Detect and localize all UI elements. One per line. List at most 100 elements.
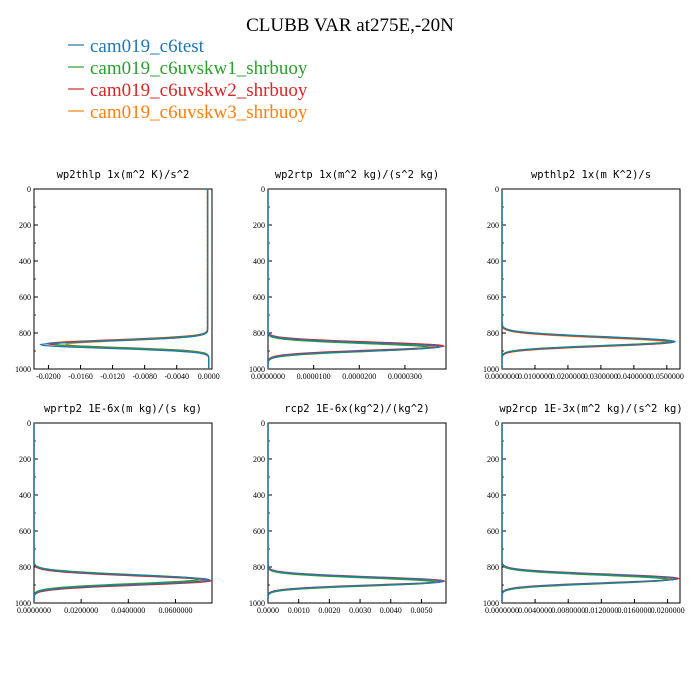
y-tick-label: 800 <box>487 329 499 338</box>
y-tick-label: 0 <box>495 185 499 194</box>
y-tick-label: 600 <box>19 293 31 302</box>
x-tick-label: 0.0300000 <box>584 372 618 381</box>
series-line <box>268 189 443 369</box>
x-tick-label: 0.0600000 <box>158 606 192 615</box>
y-tick-label: 400 <box>19 257 31 266</box>
legend-label: cam019_c6uvskw1_shrbuoy <box>90 58 308 79</box>
y-tick-label: 400 <box>487 257 499 266</box>
y-tick-label: 200 <box>253 221 265 230</box>
x-tick-label: -0.0080 <box>132 372 157 381</box>
y-tick-label: 400 <box>253 257 265 266</box>
x-tick-label: 0.0000 <box>198 372 220 381</box>
series-line <box>268 423 445 603</box>
x-tick-label: 0.0200000 <box>64 606 98 615</box>
legend-entry: cam019_c6test <box>68 36 205 57</box>
series-line <box>268 423 446 603</box>
x-tick-label: 0.0000000 <box>251 372 285 381</box>
figure-title: CLUBB VAR at275E,-20N <box>246 15 454 36</box>
x-tick-label: -0.0120 <box>100 372 125 381</box>
y-tick-label: 200 <box>253 455 265 464</box>
series-line <box>268 423 437 603</box>
y-tick-label: 600 <box>253 293 265 302</box>
y-tick-label: 600 <box>253 527 265 536</box>
y-tick-label: 0 <box>261 419 265 428</box>
y-tick-label: 1000 <box>249 599 265 608</box>
panel-title: wp2rtp 1x(m^2 kg)/(s^2 kg) <box>275 169 439 181</box>
x-tick-label: 0.0400000 <box>111 606 145 615</box>
plot-frame <box>33 422 213 604</box>
y-tick-label: 800 <box>19 329 31 338</box>
x-tick-label: 0.0010 <box>288 606 310 615</box>
y-tick-label: 0 <box>27 419 31 428</box>
legend-entry: cam019_c6uvskw2_shrbuoy <box>68 80 308 101</box>
series-lines <box>268 189 445 369</box>
series-line <box>502 423 670 603</box>
y-tick-label: 600 <box>19 527 31 536</box>
series-lines <box>502 423 680 603</box>
series-line <box>34 423 212 603</box>
x-tick-label: 0.0200000 <box>551 372 585 381</box>
chart-panel: rcp2 1E-6x(kg^2)/(kg^2) 0 200 400 600 800 1000… <box>249 403 447 615</box>
y-tick-label: 0 <box>27 185 31 194</box>
series-lines <box>502 189 676 369</box>
y-tick-label: 800 <box>487 563 499 572</box>
series-lines <box>268 423 446 603</box>
y-tick-label: 200 <box>487 455 499 464</box>
panel-title: wp2rcp 1E-3x(m^2 kg)/(s^2 kg) <box>499 403 682 415</box>
panel-title: wpthlp2 1x(m K^2)/s <box>531 169 651 181</box>
series-line <box>268 189 445 369</box>
panel-grid: wp2thlp 1x(m^2 K)/s^2 0 200 400 600 800 1000 -0… <box>15 169 685 615</box>
legend: cam019_c6test cam019_c6uvskw1_shrbuoy ca… <box>68 36 308 123</box>
y-tick-label: 800 <box>253 563 265 572</box>
series-lines <box>34 423 212 603</box>
chart-panel: wp2rtp 1x(m^2 kg)/(s^2 kg) 0 200 400 600 800 1… <box>249 169 447 381</box>
x-tick-label: -0.0040 <box>164 372 189 381</box>
y-tick-label: 800 <box>19 563 31 572</box>
x-tick-label: -0.0200 <box>36 372 61 381</box>
series-lines <box>39 189 210 369</box>
x-tick-label: 0.0000200 <box>342 372 376 381</box>
x-tick-label: 0.0050 <box>410 606 432 615</box>
series-line <box>34 423 211 603</box>
panel-title: wprtp2 1E-6x(m kg)/(s kg) <box>44 403 202 415</box>
series-line <box>502 423 677 603</box>
x-tick-label: 0.0000000 <box>485 606 519 615</box>
y-tick-label: 0 <box>495 419 499 428</box>
x-tick-label: 0.0200000 <box>651 606 685 615</box>
y-tick-label: 1000 <box>483 599 499 608</box>
x-tick-label: 0.0020 <box>318 606 340 615</box>
x-tick-label: -0.0160 <box>68 372 93 381</box>
panel-title: wp2thlp 1x(m^2 K)/s^2 <box>57 169 190 181</box>
chart-panel: wprtp2 1E-6x(m kg)/(s kg) 0 200 400 600 800 10… <box>15 403 213 615</box>
chart-panel: wp2rcp 1E-3x(m^2 kg)/(s^2 kg)0 200 400 600 8… <box>483 403 685 615</box>
x-tick-label: 0.0000 <box>257 606 279 615</box>
series-line <box>502 189 671 369</box>
y-tick-label: 200 <box>19 455 31 464</box>
y-tick-label: 600 <box>487 293 499 302</box>
y-tick-label: 1000 <box>15 365 31 374</box>
x-tick-label: 0.0080000 <box>551 606 585 615</box>
y-tick-label: 200 <box>487 221 499 230</box>
x-tick-label: 0.0400000 <box>617 372 651 381</box>
series-line <box>502 189 676 369</box>
y-tick-label: 400 <box>253 491 265 500</box>
y-tick-label: 200 <box>19 221 31 230</box>
x-tick-label: 0.0030 <box>349 606 371 615</box>
x-tick-label: 0.0160000 <box>617 606 651 615</box>
series-line <box>502 189 675 369</box>
legend-entry: cam019_c6uvskw1_shrbuoy <box>68 58 308 79</box>
series-line <box>39 189 210 369</box>
x-tick-label: 0.0000100 <box>297 372 331 381</box>
plot-frame <box>501 188 681 370</box>
y-tick-label: 0 <box>261 185 265 194</box>
x-tick-label: 0.0500000 <box>650 372 684 381</box>
series-line <box>502 189 674 369</box>
series-line <box>502 423 680 603</box>
y-tick-label: 1000 <box>483 365 499 374</box>
legend-label: cam019_c6uvskw2_shrbuoy <box>90 80 308 101</box>
x-tick-label: 0.0000300 <box>388 372 422 381</box>
legend-entry: cam019_c6uvskw3_shrbuoy <box>68 102 308 123</box>
x-tick-label: 0.0000000 <box>17 606 51 615</box>
x-tick-label: 0.0040000 <box>518 606 552 615</box>
